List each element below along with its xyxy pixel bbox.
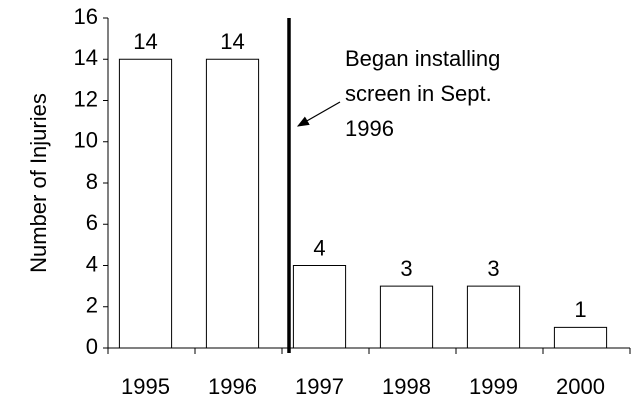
data-label: 3 (400, 256, 412, 281)
data-label: 3 (487, 256, 499, 281)
y-tick-label: 12 (74, 86, 98, 111)
annotation: 1996 (345, 116, 394, 141)
y-tick-label: 2 (86, 293, 98, 318)
y-tick-label: 14 (74, 45, 98, 70)
x-tick-label: 1996 (208, 374, 257, 399)
x-tick-label: 1997 (295, 374, 344, 399)
y-tick-label: 4 (86, 251, 98, 276)
bar (553, 326, 608, 349)
data-label: 14 (133, 29, 157, 54)
bar (379, 285, 434, 349)
x-tick-label: 1995 (121, 374, 170, 399)
x-tick-label: 1998 (382, 374, 431, 399)
y-tick-label: 6 (86, 210, 98, 235)
bar (466, 285, 521, 349)
data-label: 14 (220, 29, 244, 54)
x-tick-label: 2000 (556, 374, 605, 399)
y-tick-label: 16 (74, 4, 98, 29)
bar (118, 58, 173, 349)
data-label: 4 (313, 235, 325, 260)
y-tick-label: 10 (74, 128, 98, 153)
y-axis-label: Number of Injuries (26, 93, 51, 273)
annotation: screen in Sept. (345, 81, 492, 106)
data-label: 1 (574, 297, 586, 322)
x-tick-label: 1999 (469, 374, 518, 399)
y-tick-label: 8 (86, 169, 98, 194)
annotation: Began installing (345, 46, 500, 71)
annotation-arrow (296, 101, 341, 127)
y-tick-label: 0 (86, 334, 98, 359)
bar (205, 58, 260, 349)
bar (292, 265, 347, 349)
